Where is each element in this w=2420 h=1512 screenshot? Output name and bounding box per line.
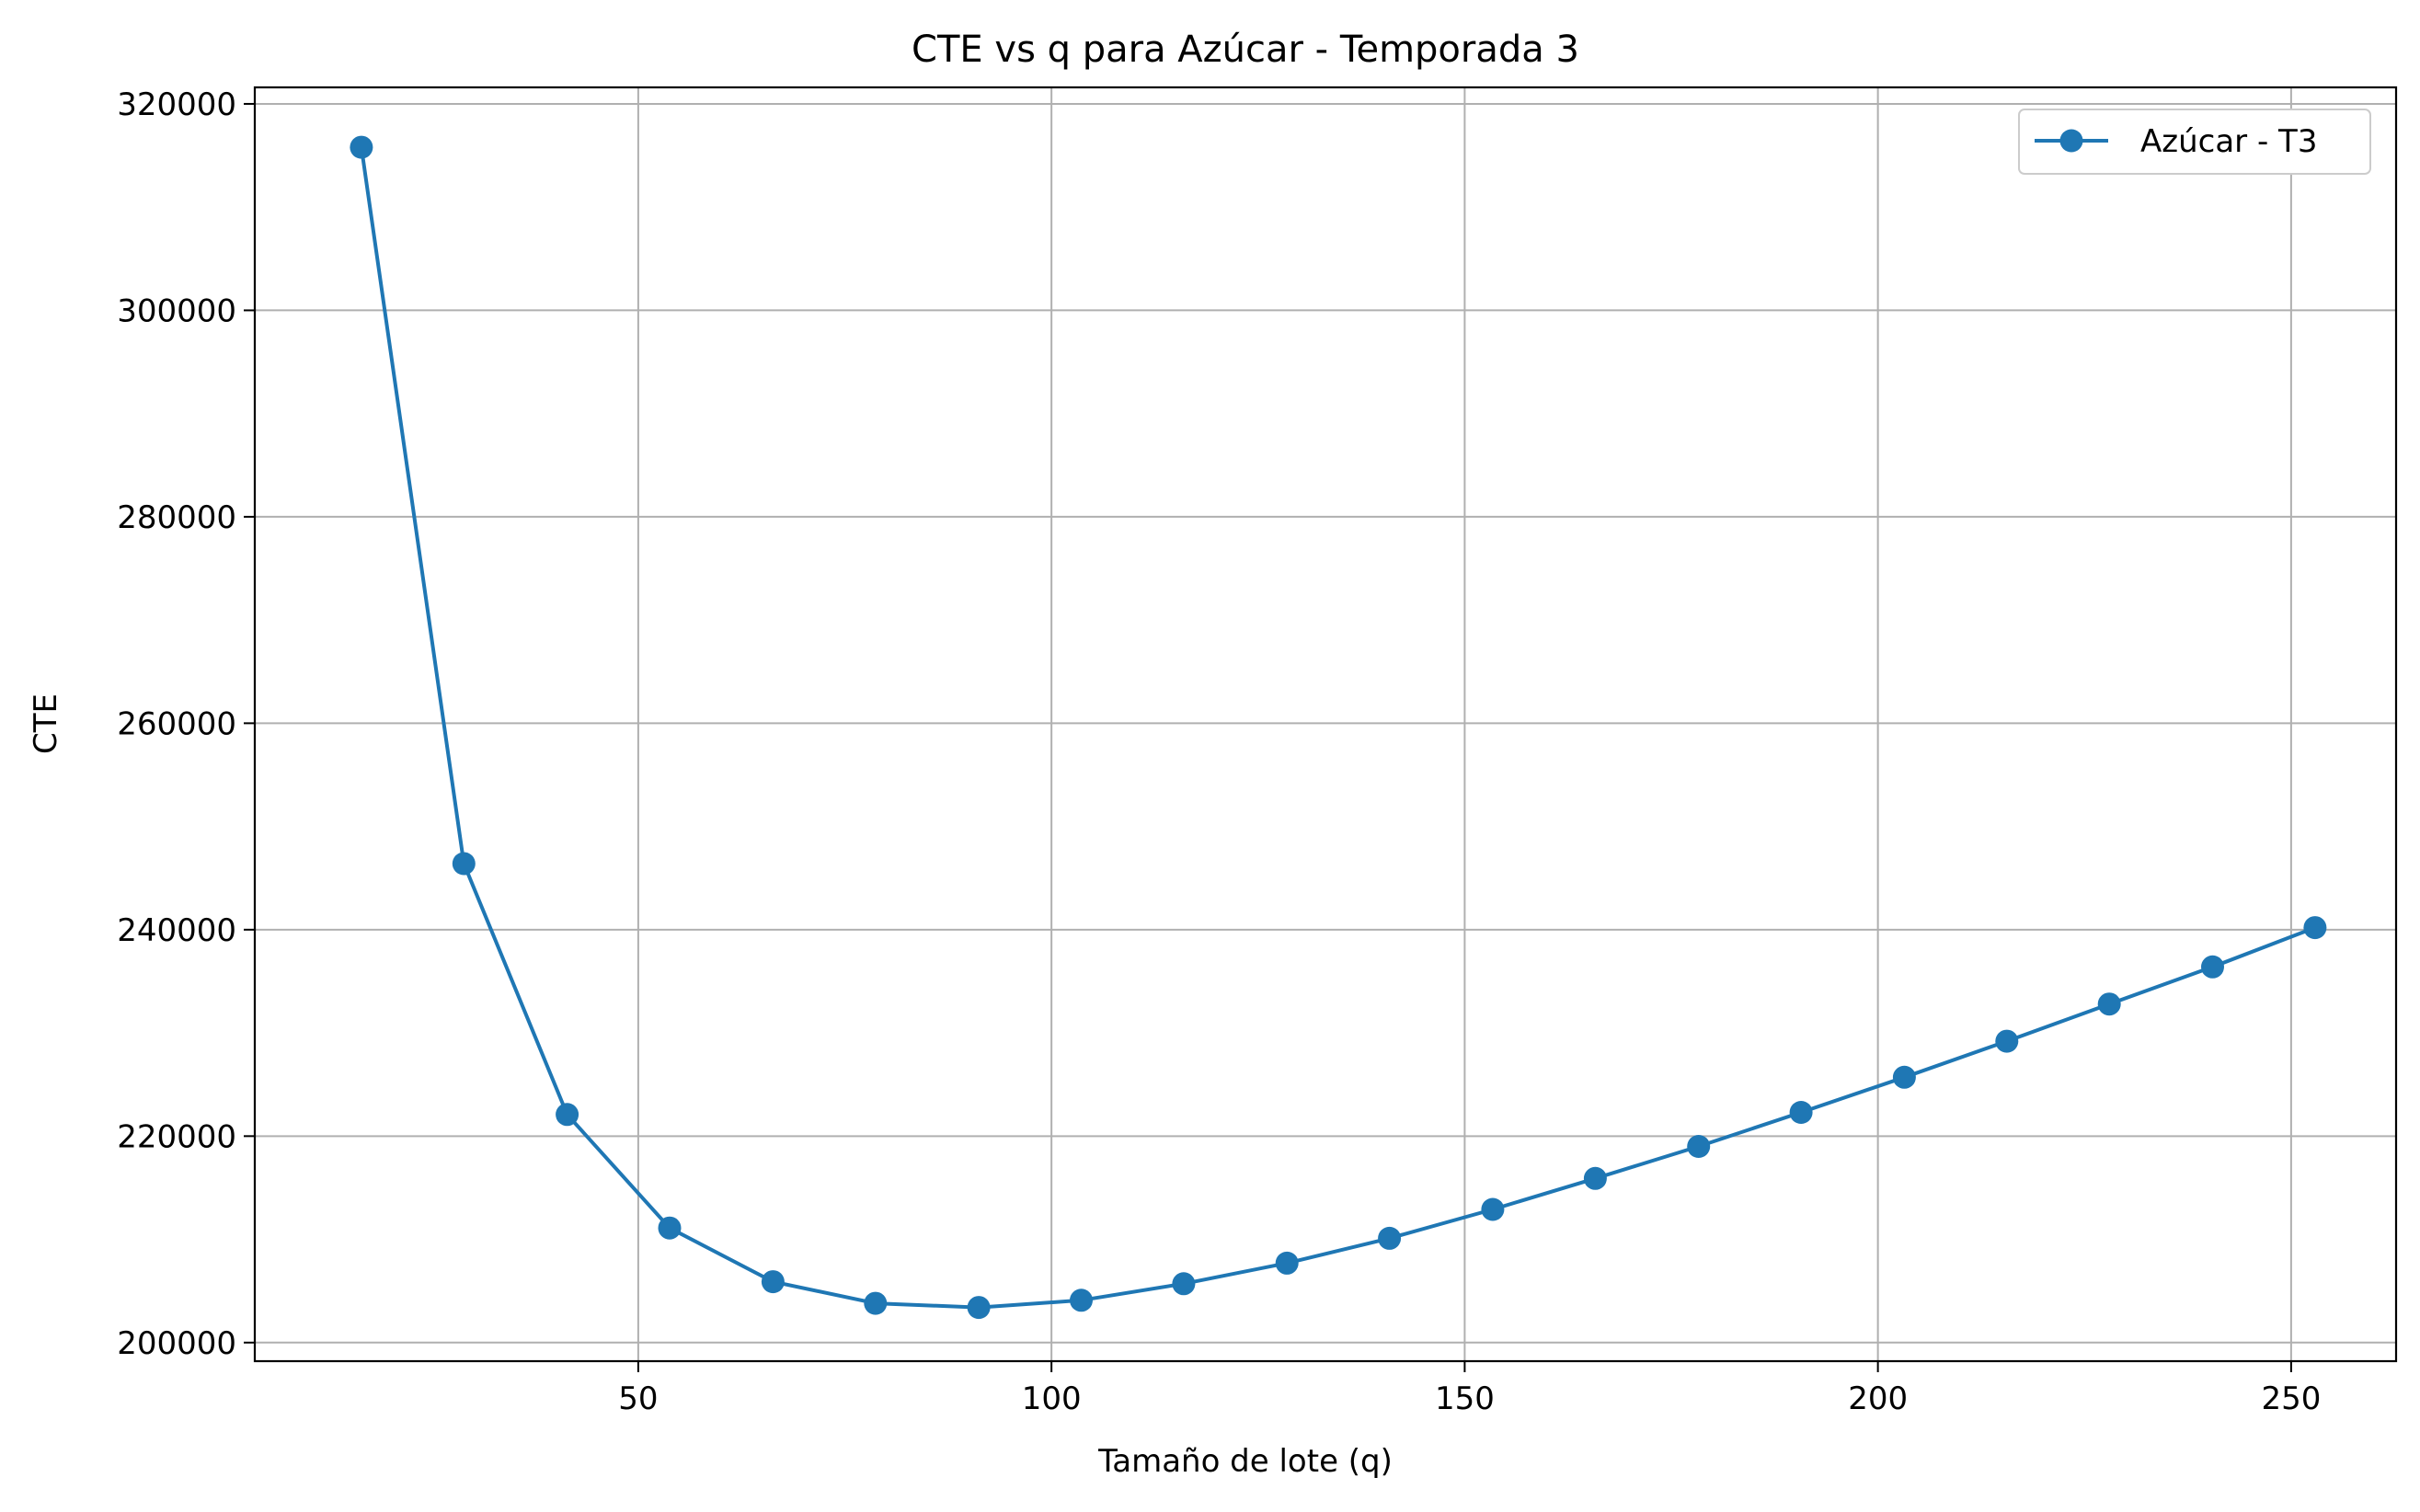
- legend-marker-swatch: [2059, 129, 2083, 153]
- series-layer: [350, 135, 2327, 1320]
- plot-frame: [253, 86, 2398, 1363]
- data-point: [1687, 1135, 1711, 1158]
- data-point: [2303, 916, 2327, 940]
- data-point: [967, 1296, 991, 1320]
- chart-title: CTE vs q para Azúcar - Temporada 3: [912, 29, 1579, 71]
- data-point: [761, 1270, 785, 1294]
- y-tick-label: 320000: [117, 86, 236, 123]
- legend-entry-label: Azúcar - T3: [2140, 123, 2317, 160]
- legend: Azúcar - T3: [2018, 109, 2371, 175]
- x-tick-label: 200: [1848, 1380, 1908, 1417]
- data-point: [1275, 1251, 1299, 1275]
- y-axis-label: CTE: [28, 693, 64, 754]
- series-line: [359, 146, 2316, 1310]
- x-tick-label: 100: [1022, 1380, 1082, 1417]
- legend-box: [2018, 109, 2371, 175]
- y-tick-label: 200000: [117, 1325, 236, 1362]
- y-tick-label: 300000: [117, 292, 236, 329]
- data-point: [864, 1291, 888, 1315]
- data-point: [1378, 1226, 1402, 1250]
- data-point: [2097, 992, 2121, 1016]
- y-tick-label: 280000: [117, 499, 236, 536]
- data-point: [658, 1216, 682, 1240]
- data-point: [1892, 1065, 1916, 1089]
- x-axis-label: Tamaño de lote (q): [1097, 1443, 1393, 1480]
- data-point: [1172, 1272, 1196, 1296]
- x-tick-label: 50: [618, 1380, 658, 1417]
- grid: [255, 87, 2396, 1361]
- data-point: [1789, 1101, 1813, 1124]
- y-tick-label: 260000: [117, 705, 236, 742]
- x-tick-label: 150: [1435, 1380, 1495, 1417]
- data-point: [1583, 1166, 1607, 1190]
- data-point: [2201, 955, 2224, 979]
- data-point: [556, 1103, 579, 1127]
- x-axis: 50 100 150 200 250: [618, 1361, 2321, 1417]
- y-tick-label: 240000: [117, 912, 236, 949]
- x-tick-label: 250: [2261, 1380, 2321, 1417]
- data-point: [452, 852, 476, 876]
- data-point: [1481, 1197, 1505, 1221]
- y-axis: 200000 220000 240000 260000 280000 300000 3200…: [117, 86, 255, 1362]
- data-point: [1070, 1289, 1093, 1312]
- data-point: [1995, 1029, 2019, 1053]
- y-tick-label: 220000: [117, 1118, 236, 1155]
- data-point: [350, 135, 373, 159]
